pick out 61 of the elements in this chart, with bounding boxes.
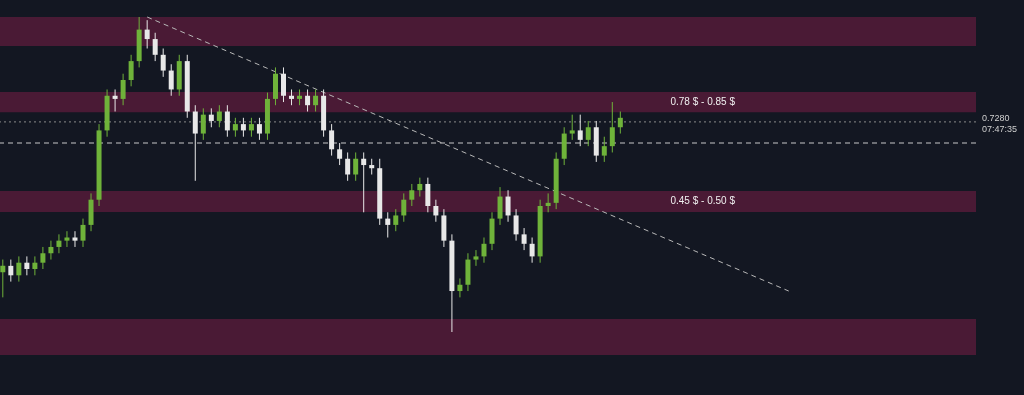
candlestick [120,73,126,106]
candlestick [545,192,551,213]
candlestick [337,142,343,166]
candlestick [481,237,487,264]
candlestick [200,107,206,141]
candlestick [393,208,399,232]
candlestick [128,54,134,87]
candlestick [240,117,246,138]
candlestick [409,183,415,207]
candlestick [433,199,439,223]
candlestick [72,230,78,248]
candlestick [529,237,535,264]
candlestick [353,151,359,182]
candlestick [617,111,623,135]
candlestick [192,104,198,182]
candlestick [521,227,527,251]
candlestick [425,177,431,213]
candlestick [8,259,14,283]
candlestick [16,255,22,283]
candlestick [24,255,30,276]
candlestick [577,114,583,147]
candlestick [0,259,6,298]
candlestick [208,107,214,128]
candlestick [513,208,519,242]
candlestick [64,230,70,248]
candlestick [48,240,54,261]
band-label: 0.78 $ - 0.85 $ [670,96,736,108]
candlestick [361,151,367,213]
candlestick [345,151,351,182]
candlestick [168,63,174,97]
candlestick [457,277,463,298]
candlestick [152,32,158,62]
candlestick [40,246,46,270]
candlestick [32,255,38,276]
candlestick [144,19,150,50]
candlestick [473,249,479,267]
candlestick [417,177,423,198]
candlestick [329,123,335,157]
candlestick [497,186,503,226]
candlestick [585,120,591,147]
candlestick [80,218,86,248]
text: 0.7280 [982,112,1010,123]
candlestick [505,189,511,223]
candlestick [609,101,615,153]
candlestick [601,136,607,163]
candlestick [569,114,575,141]
candlestick [256,117,262,141]
candlestick [224,104,230,138]
candlestick [248,117,254,138]
candlestick [160,48,166,78]
candlestick [56,233,62,254]
candlestick [281,66,286,103]
text: 07:47:35 [982,123,1018,134]
candlestick [232,117,238,138]
candlestick [401,192,407,223]
candlestick [313,88,319,113]
candlestick [385,211,391,238]
candlestick [305,88,311,113]
candlestick [216,104,222,128]
candlestick [112,88,118,113]
band-label: 0.45 $ - 0.50 $ [670,195,736,207]
